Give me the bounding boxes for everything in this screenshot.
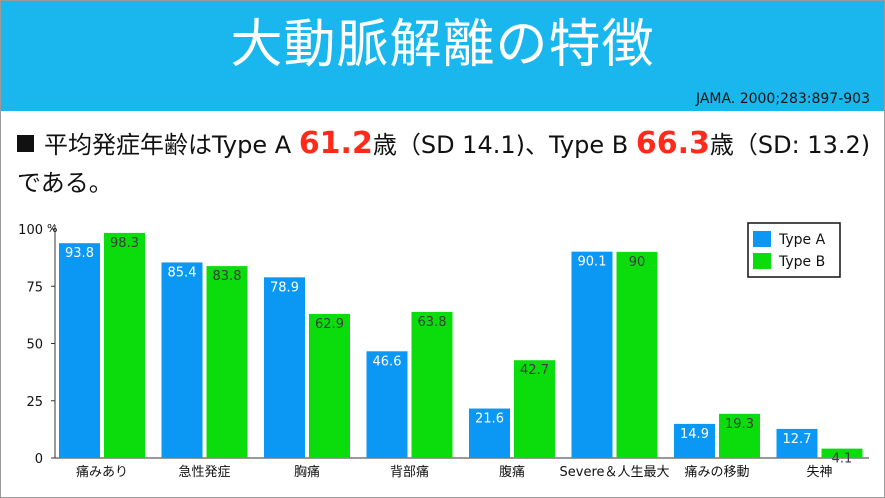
bar-type-b <box>719 413 760 458</box>
bar-type-a <box>161 262 203 458</box>
bar-type-a <box>776 428 818 458</box>
bar-value-label: 21.6 <box>475 412 504 427</box>
y-unit-label: % <box>47 222 57 235</box>
bar-value-label: 83.8 <box>213 269 242 284</box>
y-tick-label: 100 <box>18 223 43 238</box>
summary-suffix: 歳（SD: 13.2)である。 <box>17 131 871 197</box>
legend-swatch <box>753 253 771 269</box>
bar-value-label: 12.7 <box>783 432 812 447</box>
y-tick-label: 50 <box>26 338 43 353</box>
bar-type-b <box>104 232 145 458</box>
bar-value-label: 93.8 <box>65 246 94 261</box>
bar-value-label: 90.1 <box>578 255 607 270</box>
category-label: 背部痛 <box>390 464 429 480</box>
bar-type-b <box>206 266 248 458</box>
summary-mid: 歳（SD 14.1)、Type B <box>372 131 636 159</box>
slide-title: 大動脈解離の特徴 <box>230 15 655 75</box>
bar-type-a <box>469 408 510 458</box>
legend-swatch <box>753 231 771 247</box>
bar-value-label: 62.9 <box>315 317 344 332</box>
bar-value-label: 46.6 <box>373 354 402 369</box>
bar-value-label: 63.8 <box>418 315 447 330</box>
y-tick-label: 75 <box>26 280 43 295</box>
bullet-square-icon <box>17 135 34 152</box>
category-label: 痛みの移動 <box>684 464 749 480</box>
category-label: 胸痛 <box>294 464 320 480</box>
bar-type-a <box>674 423 715 458</box>
citation: JAMA. 2000;283:897-903 <box>695 91 870 107</box>
y-tick-label: 0 <box>35 452 43 467</box>
bar-chart: 0 25 50 75 100 % 93.8 98.3 痛みあり 85.4 83.8 急性発症 78.9 6… <box>18 222 869 480</box>
summary-text: 平均発症年齢はType A 61.2歳（SD 14.1)、Type B 66.3… <box>17 125 877 202</box>
bar-type-b <box>821 448 863 458</box>
y-tick-label: 25 <box>26 395 43 410</box>
category-label: Severe＆人生最大 <box>560 465 670 480</box>
bar-value-label: 19.3 <box>725 417 754 432</box>
category-label: 腹痛 <box>499 464 525 480</box>
category-label: 失神 <box>806 465 832 480</box>
type-b-age: 66.3 <box>635 126 710 161</box>
legend-label: Type B <box>778 254 825 270</box>
type-a-age: 61.2 <box>298 126 373 161</box>
bar-type-a <box>264 277 305 458</box>
category-label: 痛みあり <box>76 464 128 480</box>
bar-type-b <box>514 360 555 458</box>
bar-type-b <box>616 251 658 458</box>
legend-label: Type A <box>778 232 826 248</box>
bar-type-a <box>59 243 100 458</box>
bar-value-label: 14.9 <box>680 427 709 442</box>
summary-prefix: 平均発症年齢はType A <box>44 131 299 159</box>
bar-value-label: 4.1 <box>832 452 853 467</box>
bar-type-a <box>366 351 408 458</box>
bar-type-b <box>411 311 453 458</box>
category-label: 急性発症 <box>178 465 230 480</box>
bar-value-label: 98.3 <box>110 236 139 251</box>
bar-type-b <box>309 313 350 458</box>
bar-value-label: 85.4 <box>168 265 197 280</box>
title-banner: 大動脈解離の特徴 JAMA. 2000;283:897-903 <box>1 1 884 111</box>
bar-value-label: 42.7 <box>520 363 549 378</box>
bar-value-label: 90 <box>629 255 646 270</box>
bar-value-label: 78.9 <box>270 280 299 295</box>
bar-type-a <box>571 251 613 458</box>
